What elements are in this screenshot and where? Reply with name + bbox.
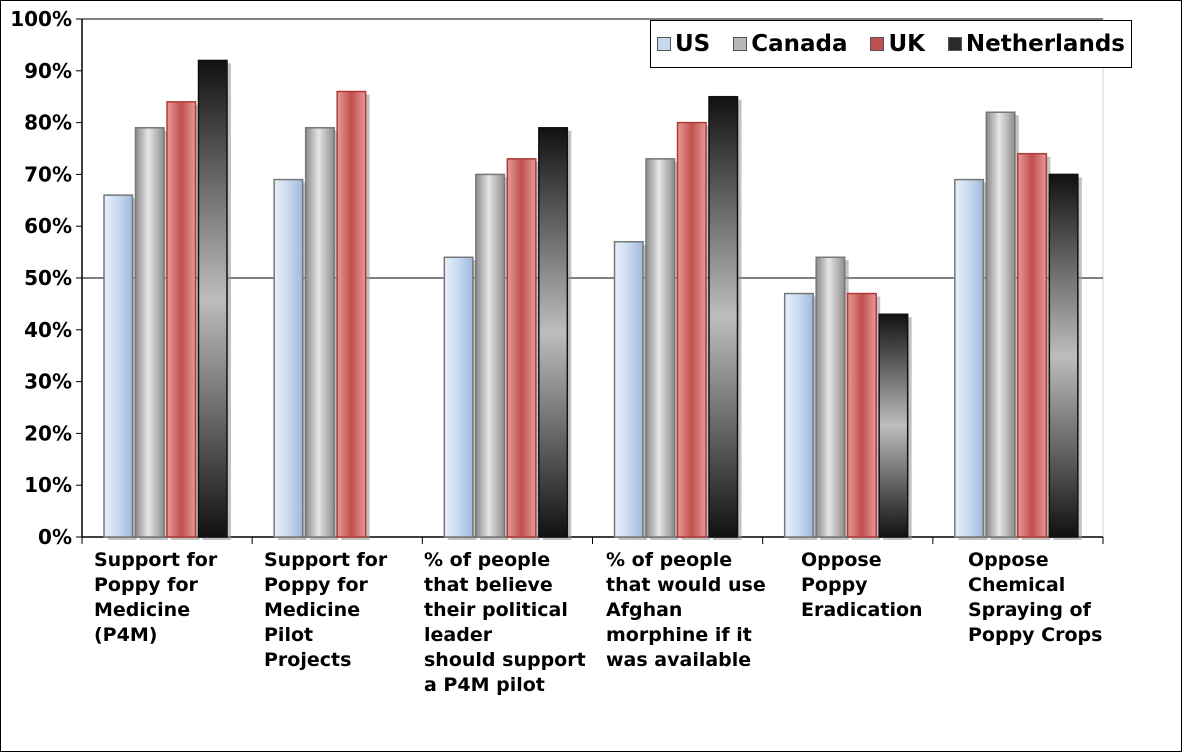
bar-uk xyxy=(846,292,877,538)
legend: US Canada UK Netherlands xyxy=(650,20,1132,68)
y-tick-label: 70% xyxy=(24,162,72,186)
bar-netherlands xyxy=(708,95,739,538)
axes xyxy=(76,18,1104,544)
bar-canada xyxy=(304,127,335,538)
category-label: Support for Poppy for Medicine Pilot Pro… xyxy=(264,549,388,671)
category-label: Oppose Chemical Spraying of Poppy Crops xyxy=(968,549,1103,646)
bar-uk xyxy=(506,158,537,538)
legend-swatch xyxy=(657,37,671,51)
bar-us xyxy=(273,178,304,538)
bar-us xyxy=(443,256,474,538)
y-tick-label: 40% xyxy=(24,318,72,342)
legend-swatch xyxy=(733,37,748,51)
category-label: % of people that would use Afghan morphi… xyxy=(606,549,766,671)
legend-item-uk: UK xyxy=(870,31,925,57)
y-tick-label: 20% xyxy=(24,421,72,445)
legend-label: Netherlands xyxy=(965,31,1125,57)
y-tick-label: 80% xyxy=(24,111,72,135)
bar-us xyxy=(103,194,134,538)
y-tick-labels: 0% 10% 20% 30% 40% 50% 60% 70% 80% 90% 100% xyxy=(10,7,72,549)
bar-us xyxy=(783,292,814,538)
legend-label: US xyxy=(675,31,711,57)
y-tick-label: 10% xyxy=(24,473,72,497)
y-tick-label: 50% xyxy=(24,266,72,290)
bar-canada xyxy=(985,111,1016,538)
y-tick-label: 100% xyxy=(10,7,72,31)
y-tick-label: 90% xyxy=(24,59,72,83)
legend-swatch xyxy=(870,37,885,51)
bar-netherlands xyxy=(878,313,909,538)
y-tick-label: 30% xyxy=(24,370,72,394)
legend-label: UK xyxy=(888,31,925,57)
bar-canada xyxy=(815,256,846,538)
legend-item-canada: Canada xyxy=(733,31,847,57)
bar-canada xyxy=(134,127,165,538)
legend-label: Canada xyxy=(751,31,848,57)
bar-netherlands xyxy=(538,127,569,538)
legend-swatch xyxy=(947,37,962,51)
bar-uk xyxy=(1017,152,1048,538)
bar-us xyxy=(613,240,644,538)
category-label: Support for Poppy for Medicine (P4M) xyxy=(94,549,218,646)
legend-item-netherlands: Netherlands xyxy=(947,31,1125,57)
category-label: % of people that believe their political… xyxy=(424,549,586,696)
bar-netherlands xyxy=(197,59,228,538)
bar-uk xyxy=(166,101,197,538)
y-tick-label: 0% xyxy=(38,525,72,549)
bars xyxy=(103,59,1082,541)
bar-uk xyxy=(336,90,367,538)
bar-canada xyxy=(475,173,506,538)
bar-netherlands xyxy=(1048,173,1079,538)
y-tick-label: 60% xyxy=(24,214,72,238)
bar-uk xyxy=(676,121,707,538)
gridlines xyxy=(81,18,1104,538)
bar-canada xyxy=(645,158,676,538)
legend-item-us: US xyxy=(657,31,710,57)
category-label: Oppose Poppy Eradication xyxy=(801,549,923,621)
bar-us xyxy=(954,178,985,538)
